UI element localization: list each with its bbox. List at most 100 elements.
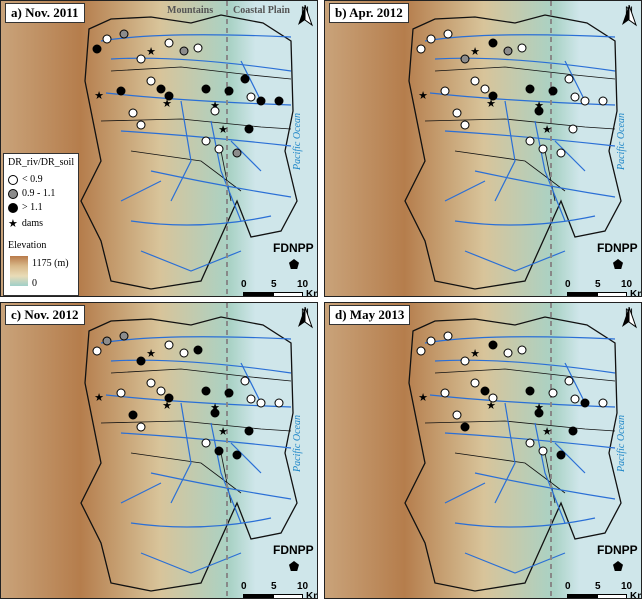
scale-segment	[597, 292, 627, 296]
sampling-site	[116, 86, 126, 96]
fdnpp-label: FDNPP	[597, 543, 638, 557]
coastal-plain-label: Coastal Plain	[233, 5, 290, 16]
legend-item-high: > 1.1	[8, 202, 43, 213]
river	[120, 180, 162, 202]
scale-tick: 0	[241, 581, 247, 592]
sampling-site	[443, 331, 453, 341]
river	[424, 336, 616, 344]
power-plant-icon	[289, 561, 299, 571]
sampling-site	[128, 108, 138, 118]
dam-marker: ★	[418, 90, 428, 102]
ocean-area	[259, 1, 317, 296]
fdnpp-label: FDNPP	[273, 241, 314, 255]
sampling-site	[146, 76, 156, 86]
sampling-site	[102, 336, 112, 346]
river	[210, 422, 242, 524]
ocean-area	[259, 303, 317, 598]
dam-marker: ★	[542, 426, 552, 438]
star-icon: ★	[8, 217, 18, 230]
panel-title: a) Nov. 2011	[5, 3, 85, 23]
elevation-min: 0	[32, 278, 37, 289]
river	[110, 359, 292, 374]
scale-segment	[243, 594, 273, 598]
sampling-site	[136, 54, 146, 64]
sampling-site	[201, 386, 211, 396]
sampling-site	[556, 148, 566, 158]
scale-segment	[273, 594, 303, 598]
sampling-site	[136, 356, 146, 366]
catchment-boundary	[404, 14, 622, 290]
river	[454, 215, 596, 226]
scale-tick: 10	[297, 279, 309, 290]
sampling-site	[525, 386, 535, 396]
river	[105, 92, 292, 106]
sampling-site	[240, 376, 250, 386]
ocean-label: Pacific Ocean	[291, 415, 303, 472]
sampling-site	[580, 96, 590, 106]
dam-marker: ★	[486, 98, 496, 110]
river	[474, 170, 616, 198]
sampling-site	[480, 386, 490, 396]
scale-unit: Km	[630, 289, 641, 297]
river	[464, 552, 566, 574]
scale-segment	[567, 292, 597, 296]
sampling-site	[246, 92, 256, 102]
legend-item-low: < 0.9	[8, 174, 43, 185]
river	[230, 442, 262, 474]
river	[230, 140, 262, 172]
river	[210, 120, 242, 222]
sampling-site	[214, 446, 224, 456]
scale-tick: 10	[297, 581, 309, 592]
sampling-site	[156, 84, 166, 94]
sampling-site	[470, 76, 480, 86]
river	[474, 472, 616, 500]
sampling-site	[443, 29, 453, 39]
fdnpp-label: FDNPP	[597, 241, 638, 255]
legend: DR_riv/DR_soil < 0.9 0.9 - 1.1 > 1.1 ★ da…	[3, 153, 79, 296]
power-plant-icon	[613, 259, 623, 269]
sampling-site	[470, 378, 480, 388]
scale-tick: 5	[271, 581, 277, 592]
river	[444, 482, 486, 504]
catchment-boundary	[80, 14, 298, 290]
ocean-label: Pacific Ocean	[291, 113, 303, 170]
legend-label: 0.9 - 1.1	[22, 188, 56, 199]
sampling-site	[274, 96, 284, 106]
scale-unit: Km	[306, 591, 317, 599]
sampling-site	[224, 86, 234, 96]
river	[150, 170, 292, 198]
scale-tick: 0	[565, 581, 571, 592]
river	[434, 57, 616, 72]
river	[444, 130, 616, 147]
sampling-site	[440, 388, 450, 398]
river	[434, 359, 616, 374]
scale-tick: 0	[241, 279, 247, 290]
sampling-site	[201, 136, 211, 146]
dam-marker: ★	[470, 46, 480, 58]
dam-marker: ★	[146, 348, 156, 360]
river	[564, 60, 586, 102]
grey-dot-icon	[8, 188, 18, 199]
sampling-site	[568, 426, 578, 436]
sub-catchment-boundary	[100, 420, 292, 432]
river	[240, 60, 262, 102]
sampling-site	[210, 106, 220, 116]
ocean-label: Pacific Ocean	[615, 113, 627, 170]
sampling-site	[119, 29, 129, 39]
sub-catchment-boundary	[110, 368, 292, 382]
legend-title: DR_riv/DR_soil	[8, 157, 75, 168]
dam-marker: ★	[162, 400, 172, 412]
sampling-site	[538, 144, 548, 154]
scale-tick: 0	[565, 279, 571, 290]
panel-title: b) Apr. 2012	[329, 3, 409, 23]
sampling-site	[224, 388, 234, 398]
river	[454, 517, 596, 528]
legend-label: < 0.9	[22, 174, 43, 185]
scale-segment	[243, 292, 273, 296]
map-panel-b: ★ ★ ★ ★ ★ b) Apr. 2012 Pacific Ocean N FDNPP 0 5…	[324, 0, 642, 297]
river	[429, 92, 616, 106]
scale-segment	[273, 292, 303, 296]
river	[534, 422, 566, 524]
elevation-title: Elevation	[8, 240, 47, 251]
